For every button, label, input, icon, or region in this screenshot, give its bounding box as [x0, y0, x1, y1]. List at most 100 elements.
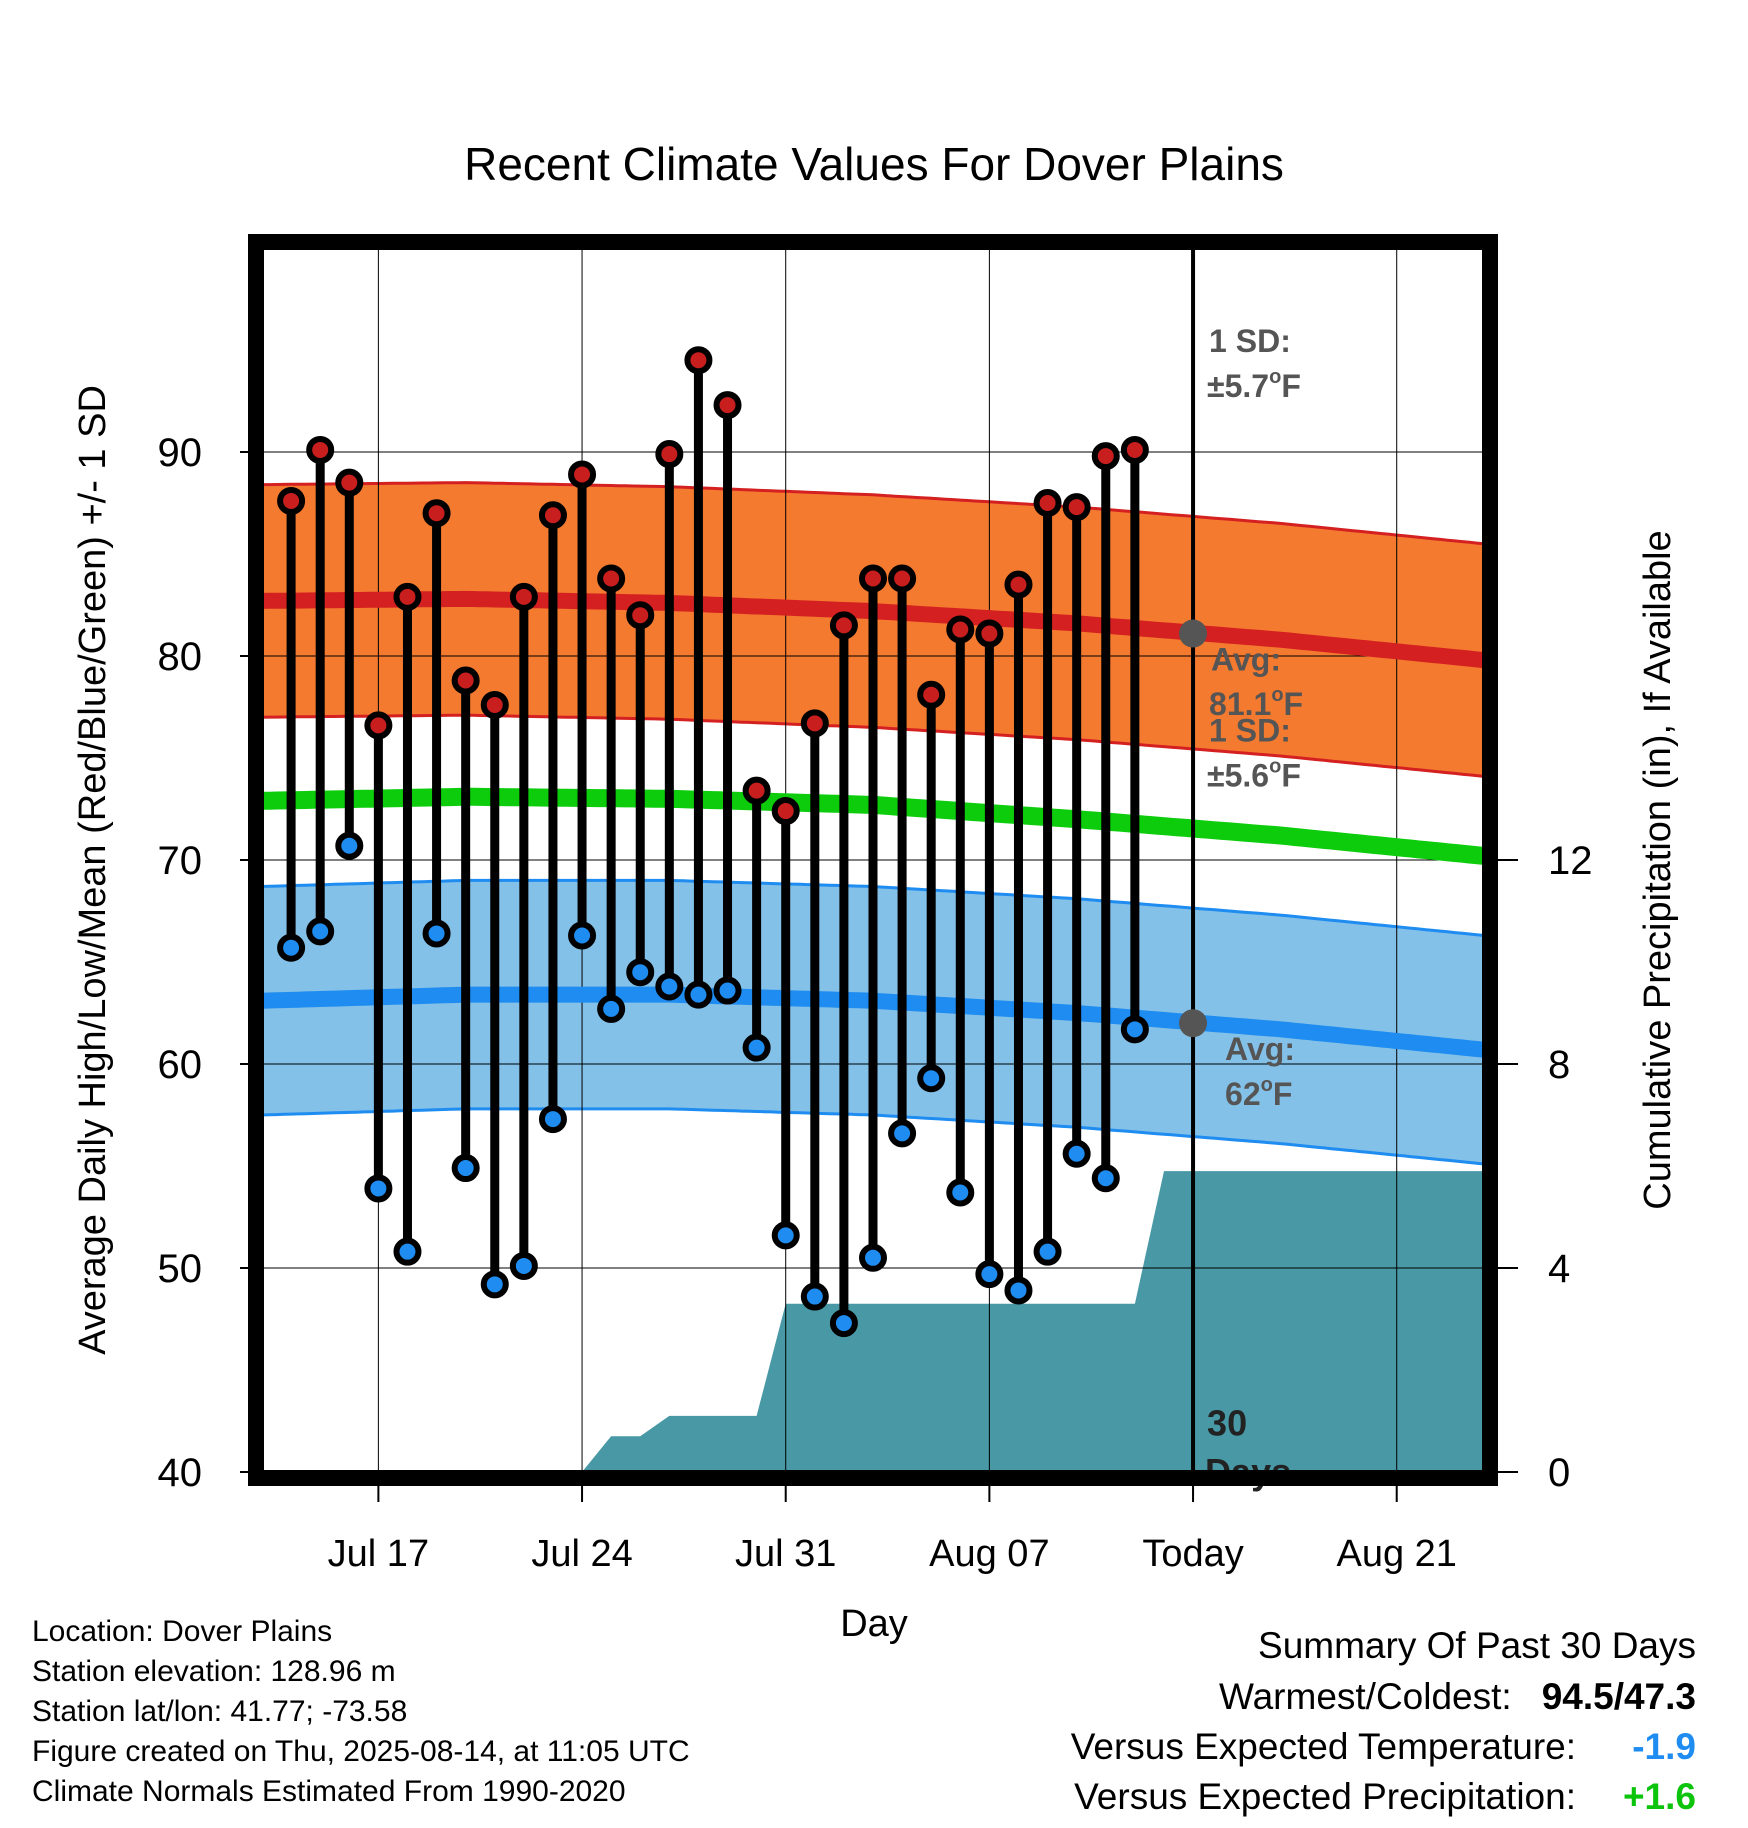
daily-high-point — [277, 486, 306, 515]
precip-anomaly-value: +1.6 — [1622, 1776, 1696, 1817]
daily-high-point — [946, 615, 975, 644]
daily-low-point — [888, 1119, 917, 1148]
daily-low-point — [509, 1251, 538, 1280]
daily-low-point — [1004, 1276, 1033, 1305]
daily-high-point — [800, 709, 829, 738]
daily-high-point — [684, 346, 713, 375]
daily-low-point — [451, 1154, 480, 1183]
latlon-text: Station lat/lon: 41.77; -73.58 — [32, 1695, 408, 1728]
daily-low-point — [364, 1174, 393, 1203]
y2-axis-label: Cumulative Precipitation (in), If Availa… — [1637, 530, 1679, 1209]
daily-high-point — [771, 797, 800, 826]
daily-low-point — [917, 1064, 946, 1093]
daily-low-point — [742, 1033, 771, 1062]
y-tick-label: 40 — [158, 1451, 203, 1495]
daily-high-point — [597, 564, 626, 593]
summary-title: Summary Of Past 30 Days — [1258, 1625, 1696, 1666]
summary-panel: Summary Of Past 30 Days Warmest/Coldest:… — [1071, 1620, 1696, 1822]
x-tick-label: Jul 24 — [531, 1533, 632, 1575]
daily-high-point — [568, 460, 597, 489]
y2-tick-label: 0 — [1548, 1451, 1570, 1495]
daily-low-point — [422, 919, 451, 948]
plot-frame — [248, 234, 1498, 1486]
y2-tick-label: 4 — [1548, 1247, 1570, 1291]
high-avg-label: Avg: — [1211, 641, 1281, 677]
daily-low-point — [393, 1237, 422, 1266]
y-tick-label: 60 — [158, 1043, 203, 1087]
daily-high-point — [422, 499, 451, 528]
daily-low-point — [859, 1243, 887, 1272]
chart-title: Recent Climate Values For Dover Plains — [464, 138, 1284, 190]
daily-high-point — [480, 690, 509, 719]
daily-high-point — [713, 391, 742, 420]
daily-low-point — [306, 917, 335, 946]
daily-high-point — [306, 435, 335, 464]
daily-low-point — [597, 994, 626, 1023]
temp-anomaly-label: Versus Expected Temperature: — [1070, 1726, 1576, 1767]
warmest-coldest-value: 94.5/47.3 — [1541, 1676, 1696, 1717]
x-tick-label: Jul 31 — [735, 1533, 836, 1575]
x-tick-label: Jul 17 — [328, 1533, 429, 1575]
daily-low-point — [771, 1221, 800, 1250]
low-sd-label: 1 SD: — [1209, 713, 1291, 749]
daily-low-point — [713, 976, 742, 1005]
daily-high-point — [451, 666, 480, 695]
high-sd-upper-edge — [262, 481, 1485, 546]
y-tick-label: 90 — [158, 431, 203, 475]
daily-high-point — [335, 468, 364, 497]
daily-low-point — [1120, 1015, 1149, 1044]
normals-text: Climate Normals Estimated From 1990-2020 — [32, 1775, 626, 1808]
high-avg-value: 81.1oF — [1209, 684, 1303, 722]
y-tick-label: 80 — [158, 635, 203, 679]
daily-low-point — [655, 972, 684, 1001]
daily-high-point — [509, 582, 538, 611]
daily-high-point — [859, 564, 887, 593]
daily-low-point — [1062, 1139, 1091, 1168]
y-tick-label: 50 — [158, 1247, 203, 1291]
precip-anomaly-row: Versus Expected Precipitation: +1.6 — [1071, 1772, 1696, 1822]
daily-high-point — [1091, 442, 1120, 471]
daily-high-point — [829, 611, 858, 640]
precip-area — [262, 1171, 1484, 1472]
daily-high-point — [626, 601, 655, 630]
high-sd-label: 1 SD: — [1209, 323, 1291, 359]
low-sd-value: ±5.6oF — [1207, 756, 1301, 794]
daily-low-point — [1033, 1237, 1062, 1266]
y-axis-label: Average Daily High/Low/Mean (Red/Blue/Gr… — [72, 385, 114, 1355]
location-text: Location: Dover Plains — [32, 1615, 333, 1648]
daily-low-point — [480, 1270, 509, 1299]
x-tick-label: Today — [1142, 1533, 1243, 1575]
temp-anomaly-value: -1.9 — [1632, 1726, 1696, 1767]
station-info: Location: Dover Plains Station elevation… — [32, 1612, 932, 1812]
x-tick-label: Aug 07 — [929, 1533, 1049, 1575]
daily-high-point — [538, 501, 567, 530]
daily-high-point — [975, 619, 1004, 648]
warmest-coldest-row: Warmest/Coldest: 94.5/47.3 — [1071, 1672, 1696, 1722]
daily-high-point — [742, 776, 771, 805]
low-avg-marker — [1179, 1009, 1208, 1038]
high-sd-value: ±5.7oF — [1207, 366, 1301, 404]
daily-high-point — [1004, 570, 1033, 599]
daily-high-point — [655, 440, 684, 469]
daily-low-point — [975, 1260, 1004, 1289]
daily-low-point — [1091, 1164, 1120, 1193]
daily-low-point — [568, 921, 597, 950]
daily-low-point — [800, 1282, 829, 1311]
daily-high-point — [888, 564, 917, 593]
daily-high-point — [364, 711, 393, 740]
daily-low-point — [684, 980, 713, 1009]
precip-anomaly-label: Versus Expected Precipitation: — [1074, 1776, 1576, 1817]
low-avg-label: Avg: — [1225, 1031, 1295, 1067]
daily-low-point — [277, 933, 306, 962]
daily-low-point — [335, 831, 364, 860]
y-tick-label: 70 — [158, 839, 203, 883]
created-text: Figure created on Thu, 2025-08-14, at 11… — [32, 1735, 690, 1768]
elevation-text: Station elevation: 128.96 m — [32, 1655, 396, 1688]
warmest-coldest-label: Warmest/Coldest: — [1219, 1676, 1512, 1717]
daily-high-point — [1062, 493, 1091, 522]
high-avg-marker — [1179, 619, 1208, 648]
x-tick-label: Aug 21 — [1336, 1533, 1456, 1575]
daily-high-point — [917, 680, 946, 709]
daily-low-point — [829, 1309, 858, 1338]
